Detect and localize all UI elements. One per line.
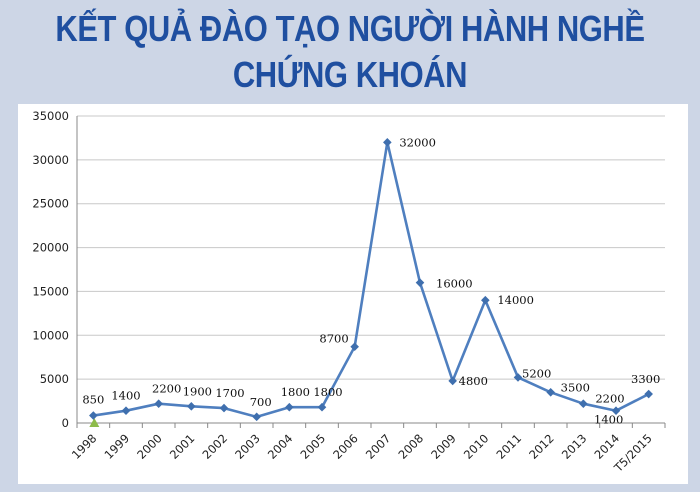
data-label: 850 [82, 393, 104, 407]
x-tick-label: 2013 [559, 431, 590, 462]
y-tick-label: 35000 [32, 109, 69, 123]
data-label: 32000 [399, 135, 436, 149]
data-label: 2200 [595, 392, 624, 406]
y-tick-label: 0 [62, 416, 69, 430]
data-point [383, 138, 392, 147]
data-label: 2200 [152, 382, 181, 396]
x-tick-label: 2006 [330, 431, 361, 462]
y-tick-label: 30000 [32, 153, 69, 167]
x-tick-label: 2011 [494, 431, 525, 462]
y-tick-label: 15000 [32, 284, 69, 298]
x-tick-label: 2009 [428, 431, 459, 462]
x-tick-label: 2007 [363, 431, 394, 462]
x-tick-label: 2012 [526, 431, 557, 462]
y-tick-label: 25000 [32, 197, 69, 211]
baseline-marker [89, 418, 100, 427]
data-point [219, 403, 229, 413]
x-tick-label: 2008 [396, 431, 427, 462]
data-label: 5200 [522, 366, 551, 380]
y-tick-label: 5000 [40, 372, 69, 386]
data-point [579, 399, 588, 409]
data-point [154, 399, 163, 409]
data-point [546, 388, 555, 397]
x-tick-label: 2002 [200, 431, 231, 462]
data-label: 1400 [111, 389, 140, 403]
data-label: 1800 [313, 385, 342, 399]
x-tick-label: 2003 [232, 431, 263, 462]
data-point [89, 411, 98, 420]
data-point [513, 373, 523, 382]
data-point [448, 376, 457, 386]
data-label: 4800 [459, 374, 488, 388]
data-point [121, 406, 131, 416]
data-point [285, 402, 294, 412]
data-label: 3500 [561, 380, 590, 394]
data-label: 1900 [183, 384, 212, 398]
data-point [252, 412, 261, 422]
data-label: 14000 [497, 293, 534, 307]
x-tick-label: 2001 [167, 431, 198, 462]
data-point [350, 342, 359, 351]
x-tick-label: 1998 [69, 431, 100, 462]
chart-title-line-1: KẾT QUẢ ĐÀO TẠO NGƯỜI HÀNH NGHỀ [55, 8, 645, 49]
data-label: 1800 [281, 385, 310, 399]
data-point [481, 295, 490, 305]
data-point [317, 402, 327, 412]
x-tick-label: 2005 [298, 431, 329, 462]
series-line [93, 141, 650, 419]
x-tick-label: 2010 [461, 431, 492, 462]
data-label: 1700 [215, 386, 244, 400]
data-point [415, 278, 425, 287]
data-label: 16000 [436, 277, 473, 291]
data-label: 700 [250, 395, 272, 409]
chart-title-line-2: CHỨNG KHOÁN [232, 54, 468, 95]
data-label: 8700 [319, 332, 348, 346]
series [89, 138, 653, 427]
data-point [611, 406, 621, 416]
x-tick-label: 1999 [102, 431, 133, 462]
x-tick-label: 2004 [265, 431, 296, 462]
plot-panel [18, 104, 688, 484]
y-tick-label: 10000 [32, 328, 69, 342]
y-tick-label: 20000 [32, 241, 69, 255]
x-tick-label: 2000 [134, 431, 165, 462]
chart-title: KẾT QUẢ ĐÀO TẠO NGƯỜI HÀNH NGHỀ CHỨNG KH… [49, 6, 651, 98]
data-point [644, 389, 653, 399]
data-label: 3300 [631, 372, 660, 386]
data-label: 1400 [594, 413, 623, 427]
data-point [187, 402, 196, 411]
